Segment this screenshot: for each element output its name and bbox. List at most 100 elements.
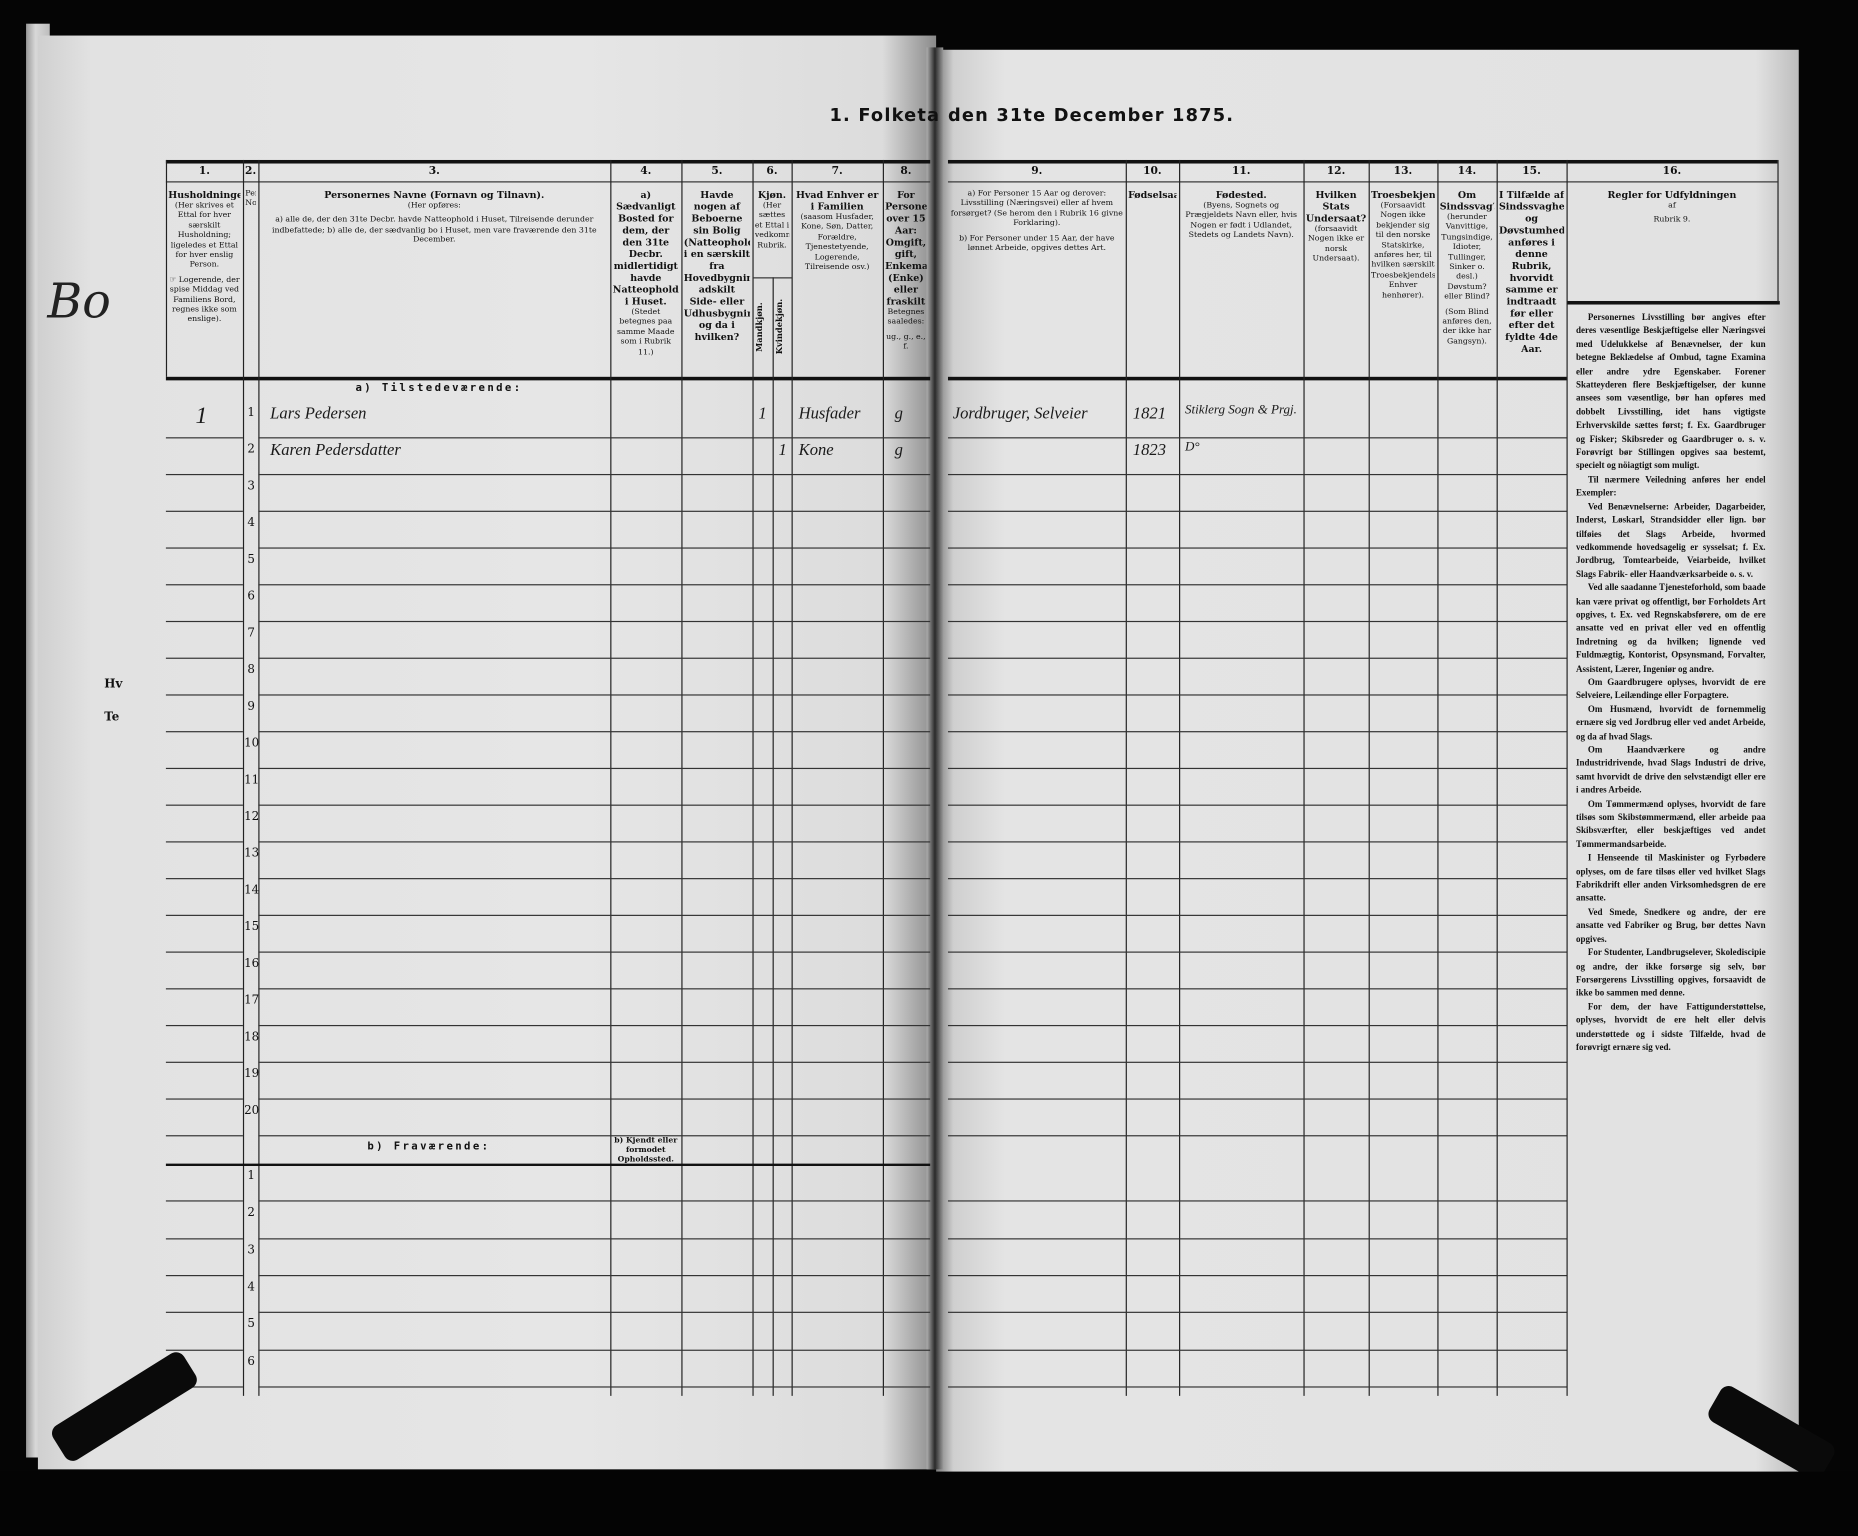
- row-rule: [947, 1200, 1567, 1203]
- header-rule: [947, 159, 1778, 164]
- left-column-header-head: Kjøn.: [757, 188, 787, 201]
- row-rule: [258, 694, 931, 696]
- rules-paragraph: I Henseende til Maskinister og Fyrbødere…: [1575, 852, 1766, 904]
- entry-female: 1: [778, 441, 787, 460]
- row-rule: [258, 1024, 931, 1027]
- right-column-header-text: (forsaavidt Nogen ikke er norsk Undersaa…: [1307, 223, 1365, 264]
- row-rule: [165, 657, 243, 660]
- header-rule: [165, 159, 931, 164]
- left-column-header: a) Sædvanligt Bosted for dem, der den 31…: [613, 188, 679, 372]
- row-rule: [258, 1237, 931, 1240]
- left-column-header-text: (Her skrives et Ettal for hver særskilt …: [170, 200, 239, 270]
- row-rule: [258, 1349, 931, 1351]
- row-rule: [165, 1349, 243, 1351]
- left-column-header-head: Hvad Enhver er i Familien: [795, 188, 879, 213]
- absent-location-header: b) Kjendt eller formodet Opholdssted.: [614, 1135, 678, 1164]
- rules-paragraph: Ved alle saadanne Tjenesteforhold, som b…: [1575, 581, 1766, 674]
- rules-paragraph: Om Husmænd, hvorvidt de fornemmelig ernæ…: [1575, 703, 1766, 742]
- page-title-left: 1. Folketa: [829, 104, 941, 126]
- left-column-header: Hvad Enhver er i Familien (saasom Husfade…: [794, 188, 881, 372]
- column-divider: [165, 159, 168, 377]
- row-number: 14: [244, 883, 260, 898]
- absent-row-number: 5: [247, 1317, 255, 1331]
- row-rule: [165, 620, 243, 623]
- row-rule: [258, 988, 931, 990]
- row-rule: [165, 1098, 243, 1100]
- right-column-header: Fødselsaar.: [1128, 188, 1177, 372]
- left-column-number: 7.: [831, 165, 843, 178]
- row-rule: [165, 1386, 243, 1388]
- right-column-header-note: Rubrik 9.: [1653, 214, 1691, 225]
- right-column-header: Hvilken Stats Undersaat? (forsaavidt Noge…: [1306, 188, 1366, 372]
- column-divider: [681, 159, 683, 1396]
- left-column-number: 1.: [198, 165, 210, 178]
- margin-fragment: Hv: [104, 677, 123, 691]
- row-rule: [165, 951, 243, 953]
- row-rule: [165, 1024, 243, 1027]
- page-title-right: den 31te December 1875.: [947, 104, 1235, 126]
- row-rule: [258, 1311, 931, 1314]
- right-column-header: Troesbekjendelse.(Forsaavidt Nogen ikke …: [1371, 188, 1435, 372]
- row-rule: [258, 1274, 931, 1277]
- right-column-number: 15.: [1522, 165, 1541, 178]
- right-column-header-text: (herunder Vanvittige, Tungsindige, Idiot…: [1441, 212, 1493, 302]
- row-rule: [258, 547, 931, 549]
- column-divider: [752, 159, 754, 1396]
- right-column-header-note: (Som Blind anføres den, der ikke har Gan…: [1442, 306, 1492, 346]
- rubrik-9-rules-text: Personernes Livsstilling bør angives eft…: [1576, 310, 1766, 1053]
- right-column-header: Regler for Udfyldningen af Rubrik 9.: [1569, 188, 1775, 372]
- scan-background-bottom: [0, 1471, 1858, 1536]
- right-column-header: a) For Personer 15 Aar og derover: Livss…: [950, 188, 1123, 372]
- row-rule: [947, 878, 1567, 880]
- column-divider: [791, 159, 794, 1396]
- row-rule: [258, 914, 931, 917]
- row-rule: [947, 1135, 1567, 1137]
- absent-row-number: 4: [247, 1280, 255, 1294]
- left-column-header-text: (saasom Husfader, Kone, Søn, Datter, For…: [800, 212, 874, 272]
- row-rule: [947, 914, 1567, 917]
- row-rule: [947, 584, 1567, 586]
- row-number: 13: [244, 847, 260, 861]
- left-column-header-head: Husholdninger.: [168, 188, 240, 201]
- left-column-header-head: For Personer over 15 Aar: Omgift, gift, …: [885, 188, 927, 307]
- row-number: 16: [244, 957, 260, 971]
- row-rule: [165, 988, 243, 990]
- row-rule: [258, 731, 931, 733]
- left-column-header: Kjøn.(Her sættes et Ettal i vedkommende …: [755, 188, 789, 275]
- right-column-number: 10.: [1143, 165, 1162, 178]
- margin-fragment-script: Bo: [47, 274, 111, 330]
- right-column-header-text: (Byens, Sognets og Prægjeldets Navn elle…: [1185, 200, 1298, 240]
- row-rule: [947, 547, 1567, 549]
- row-rule: [258, 1135, 931, 1137]
- section-present-label: a) Tilstedeværende:: [355, 382, 523, 395]
- row-rule: [258, 437, 931, 439]
- left-column-number: 5.: [711, 165, 723, 178]
- row-rule: [165, 914, 243, 917]
- absent-section-rule: [165, 1163, 931, 1166]
- row-number: 1: [247, 406, 255, 420]
- row-rule: [258, 584, 931, 586]
- entry-name: Karen Pedersdatter: [270, 441, 401, 460]
- entry-birthplace: D°: [1184, 439, 1200, 454]
- row-rule: [947, 988, 1567, 990]
- right-page: [936, 49, 1799, 1472]
- right-column-header-text: af: [1668, 200, 1676, 210]
- row-number: 3: [247, 479, 255, 493]
- row-rule: [947, 1349, 1567, 1351]
- column-divider-sex: [772, 277, 775, 1396]
- entry-marital: g: [894, 441, 903, 460]
- row-rule: [165, 767, 243, 770]
- row-rule: [947, 731, 1567, 733]
- absent-row-number: 2: [247, 1206, 255, 1220]
- entry-birthplace: Stiklerg Sogn & Prgj.: [1184, 402, 1297, 418]
- left-column-header-text: (Her sættes et Ettal i vedkommende Rubri…: [754, 200, 790, 250]
- entry-family-role: Husfader: [798, 405, 861, 424]
- row-rule: [947, 510, 1567, 513]
- right-column-header-note: b) For Personer under 15 Aar, der have l…: [959, 232, 1115, 253]
- left-column-header-text: (Stedet betegnes paa samme Maade som i R…: [617, 306, 675, 357]
- rules-header-bottom: [1566, 300, 1780, 305]
- row-rule: [947, 437, 1567, 439]
- row-number: 17: [244, 994, 260, 1008]
- row-number: 6: [247, 590, 255, 604]
